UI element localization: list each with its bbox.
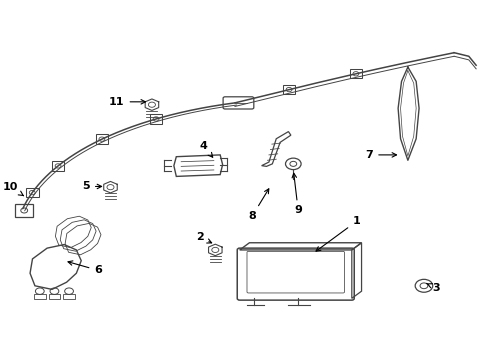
Text: 8: 8: [248, 189, 268, 221]
Text: 3: 3: [426, 283, 439, 293]
Text: 9: 9: [291, 173, 302, 216]
Text: 7: 7: [365, 150, 396, 160]
Text: 2: 2: [195, 232, 211, 243]
Text: 6: 6: [68, 261, 102, 275]
Text: 5: 5: [82, 181, 102, 192]
Text: 1: 1: [315, 216, 360, 251]
Text: 11: 11: [109, 97, 145, 107]
Text: 10: 10: [3, 182, 23, 196]
Text: 4: 4: [199, 141, 212, 157]
